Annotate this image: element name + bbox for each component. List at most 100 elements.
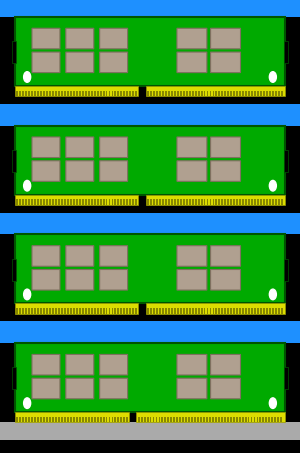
Bar <box>194 417 196 422</box>
Bar <box>126 417 128 422</box>
Bar <box>156 199 158 205</box>
Bar <box>269 91 271 96</box>
Bar <box>146 86 285 96</box>
Bar <box>79 91 81 96</box>
Bar <box>91 417 93 422</box>
Bar <box>94 417 96 422</box>
Bar <box>43 91 45 96</box>
Bar <box>91 199 93 205</box>
Bar <box>147 91 149 96</box>
Bar <box>272 91 274 96</box>
Bar <box>248 308 250 314</box>
Bar <box>76 91 78 96</box>
Bar <box>97 417 99 422</box>
Bar <box>73 199 75 205</box>
Bar <box>31 199 33 205</box>
Bar <box>141 417 142 422</box>
Bar <box>16 308 18 314</box>
Bar <box>260 91 262 96</box>
Bar <box>115 308 116 314</box>
Bar <box>248 199 250 205</box>
Bar <box>73 417 75 422</box>
Bar <box>138 417 140 422</box>
Bar <box>34 91 36 96</box>
Bar <box>144 417 146 422</box>
Bar <box>55 308 57 314</box>
Bar <box>136 412 285 422</box>
Bar <box>251 308 253 314</box>
Bar <box>218 91 220 96</box>
Bar <box>153 417 154 422</box>
Bar <box>183 91 185 96</box>
Bar <box>73 91 75 96</box>
Bar <box>28 199 30 205</box>
Bar <box>22 91 24 96</box>
Bar <box>177 199 179 205</box>
Bar <box>61 417 63 422</box>
Bar <box>250 417 253 422</box>
Bar <box>209 91 211 96</box>
Bar <box>281 199 283 205</box>
Bar <box>76 199 78 205</box>
Bar <box>15 195 138 205</box>
Bar <box>94 199 96 205</box>
Bar <box>206 417 208 422</box>
FancyBboxPatch shape <box>100 28 128 49</box>
Bar <box>203 417 205 422</box>
Bar <box>106 308 107 314</box>
Bar <box>254 308 256 314</box>
FancyBboxPatch shape <box>100 137 128 158</box>
Bar <box>153 308 155 314</box>
Bar <box>162 91 164 96</box>
Bar <box>204 199 206 205</box>
Bar <box>118 417 119 422</box>
Bar <box>245 91 247 96</box>
Bar <box>20 199 21 205</box>
Bar <box>118 199 119 205</box>
Bar <box>275 91 277 96</box>
Bar <box>31 91 33 96</box>
Bar <box>52 308 54 314</box>
Bar <box>40 308 42 314</box>
Bar <box>277 417 279 422</box>
Bar <box>275 199 277 205</box>
Bar <box>198 91 200 96</box>
Bar <box>67 417 69 422</box>
Bar <box>272 417 273 422</box>
Bar <box>94 308 96 314</box>
Bar <box>49 417 51 422</box>
Bar <box>76 308 78 314</box>
Bar <box>120 91 122 96</box>
FancyBboxPatch shape <box>32 246 60 266</box>
Bar <box>129 199 131 205</box>
Bar <box>88 308 90 314</box>
Bar <box>278 91 280 96</box>
Bar <box>40 91 42 96</box>
Circle shape <box>269 180 276 191</box>
Bar <box>284 150 288 172</box>
Bar <box>204 91 206 96</box>
Bar <box>165 91 167 96</box>
Bar <box>70 199 72 205</box>
Bar <box>129 308 131 314</box>
Bar <box>263 308 265 314</box>
Bar <box>64 308 66 314</box>
Bar <box>224 199 226 205</box>
Bar <box>224 417 226 422</box>
Bar <box>79 308 81 314</box>
Bar <box>284 41 288 63</box>
Bar <box>15 125 285 195</box>
FancyBboxPatch shape <box>66 161 94 181</box>
Bar <box>159 91 161 96</box>
Bar <box>34 199 36 205</box>
Bar <box>266 417 267 422</box>
Bar <box>155 417 158 422</box>
Bar <box>16 199 18 205</box>
Bar <box>120 199 122 205</box>
Bar <box>37 417 39 422</box>
Bar <box>22 199 24 205</box>
Bar <box>100 308 101 314</box>
Bar <box>100 417 101 422</box>
Bar <box>118 308 119 314</box>
Bar <box>254 417 255 422</box>
